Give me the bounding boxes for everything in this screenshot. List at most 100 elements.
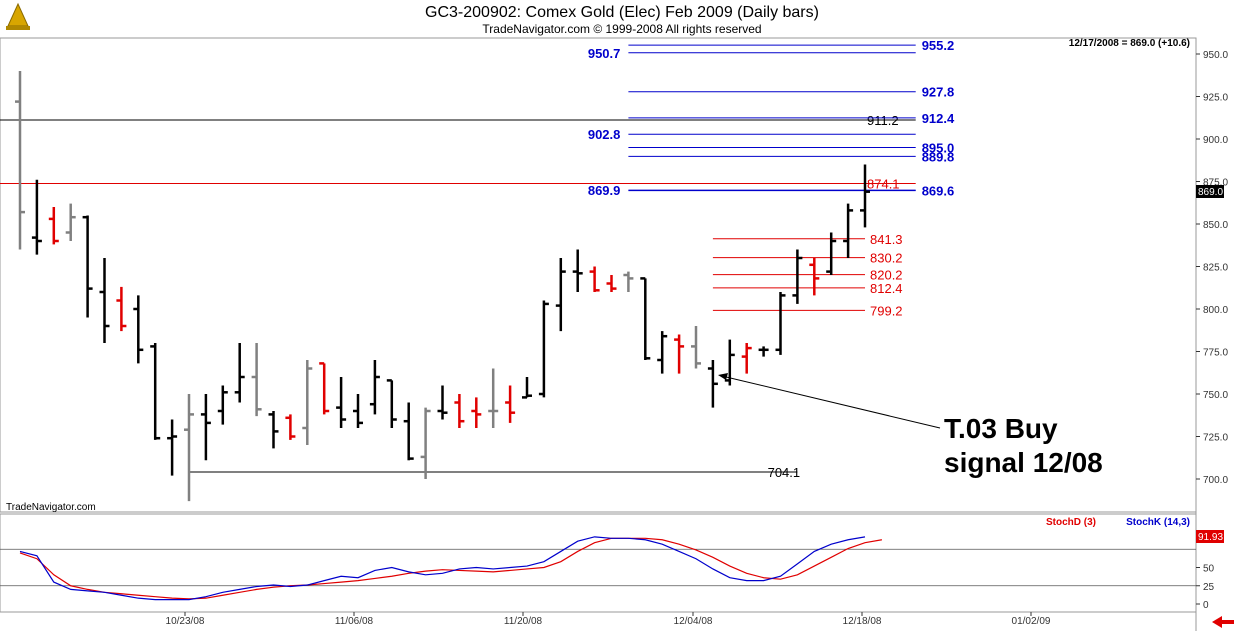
date-tick-label: 12/04/08 [674,616,713,627]
stoch-tick-label: 0 [1203,600,1209,611]
level-label: 955.2 [922,38,955,53]
ohlc-bar [758,346,769,357]
price-tick-label: 700.0 [1203,475,1228,486]
ohlc-bar [809,258,820,296]
ohlc-bar [184,394,194,502]
price-tick-label: 950.0 [1203,50,1228,61]
level-label: 812.4 [870,281,903,296]
ohlc-bar [454,394,465,428]
price-tick-label: 925.0 [1203,93,1228,104]
ohlc-bar [623,271,634,292]
ohlc-bar [505,385,516,423]
price-levels: 911.2 874.1 704.1 955.2 950.7 927.8 912.4 902.8… [0,38,955,480]
price-tick-label: 900.0 [1203,135,1228,146]
ohlc-bar [555,258,566,332]
ohlc-bar [420,407,431,479]
level-label: 869.9 [588,183,621,198]
ohlc-bar [572,249,583,292]
level-label: 874.1 [867,177,900,192]
price-tick-label: 725.0 [1203,433,1228,444]
ohlc-bar [65,203,76,241]
ohlc-bar [522,377,532,399]
ohlc-bar [31,179,42,255]
ohlc-bar [403,402,414,461]
ohlc-bar [369,360,380,415]
ohlc-bar [826,232,837,275]
ohlc-bar [133,295,144,364]
date-axis: 10/23/08 11/06/08 11/20/08 12/04/08 12/18/08… [166,612,1051,627]
stochd-legend: StochD (3) [1046,517,1096,528]
stochastic-panel: 50 25 0 [0,536,1215,611]
ohlc-bar [82,215,93,318]
ohlc-bar [167,419,178,476]
level-label: 799.2 [870,303,903,318]
ohlc-bar [234,343,245,403]
price-bars [15,71,870,502]
level-label: 820.2 [870,268,903,283]
ohlc-bar [589,266,600,292]
level-label: 912.4 [922,111,955,126]
date-tick-label: 10/23/08 [166,616,205,627]
price-tick-label: 825.0 [1203,263,1228,274]
stochk-legend: StochK (14,3) [1126,517,1190,528]
level-label: 889.8 [922,149,955,164]
ohlc-bar [48,207,59,245]
ohlc-bar [319,362,330,415]
ohlc-bar [657,331,668,374]
ohlc-bar [843,203,854,258]
stoch-last-tag [1196,530,1224,543]
ohlc-bar [471,397,482,428]
ohlc-bar [285,414,296,440]
ohlc-bar [488,368,499,428]
date-tick-label: 01/02/09 [1012,616,1051,627]
ohlc-bar [691,326,701,369]
ohlc-bar [150,343,161,440]
level-label: 895.0 [922,141,955,156]
scroll-left-arrow-icon[interactable] [1212,616,1234,628]
date-tick-label: 11/06/08 [335,616,374,627]
ohlc-bar [860,164,870,228]
price-axis: 950.0 925.0 900.0 875.0 850.0 825.0 800.0 775.0… [1196,50,1228,486]
level-label: 927.8 [922,85,955,100]
stoch-series-line [19,536,866,601]
price-tick-label: 850.0 [1203,220,1228,231]
annotation-line2: signal 12/08 [944,447,1103,478]
price-tick-label: 775.0 [1203,348,1228,359]
ohlc-bar [606,275,617,292]
price-tick-label: 750.0 [1203,390,1228,401]
ohlc-bar [15,71,25,250]
date-tick-label: 12/18/08 [843,616,882,627]
ohlc-bar [707,360,718,408]
level-label: 841.3 [870,232,903,247]
ohlc-bar [353,394,363,428]
ohlc-bar [217,385,228,425]
stoch-tick-label: 25 [1203,582,1215,593]
price-tick-label: 875.0 [1203,178,1228,189]
ohlc-bar [302,360,313,445]
annotation-line1: T.03 Buy [944,413,1058,444]
ohlc-bar [775,292,786,355]
trade-navigator-logo-icon [6,2,30,30]
last-price-tag [1196,185,1224,198]
chart-title: GC3-200902: Comex Gold (Elec) Feb 2009 (… [425,4,819,21]
ohlc-bar [386,379,397,428]
ohlc-bar [640,277,651,360]
chart-subtitle: TradeNavigator.com © 1999-2008 All right… [482,22,761,36]
last-price-label: 869.0 [1198,187,1223,198]
watermark: TradeNavigator.com [6,502,96,513]
ohlc-bar [674,334,685,374]
ohlc-bar [538,300,549,398]
ohlc-bar [116,286,127,332]
ohlc-bar [251,343,262,417]
ohlc-bar [200,394,211,461]
ohlc-bar [792,249,803,304]
stoch-last-label: 91.93 [1198,532,1223,543]
annotation-arrow [721,375,941,429]
ohlc-bar [99,258,110,343]
stoch-tick-label: 50 [1203,564,1215,575]
level-label: 911.2 [867,113,899,128]
level-label: 830.2 [870,251,903,266]
ohlc-bar [437,385,448,420]
date-tick-label: 11/20/08 [504,616,543,627]
